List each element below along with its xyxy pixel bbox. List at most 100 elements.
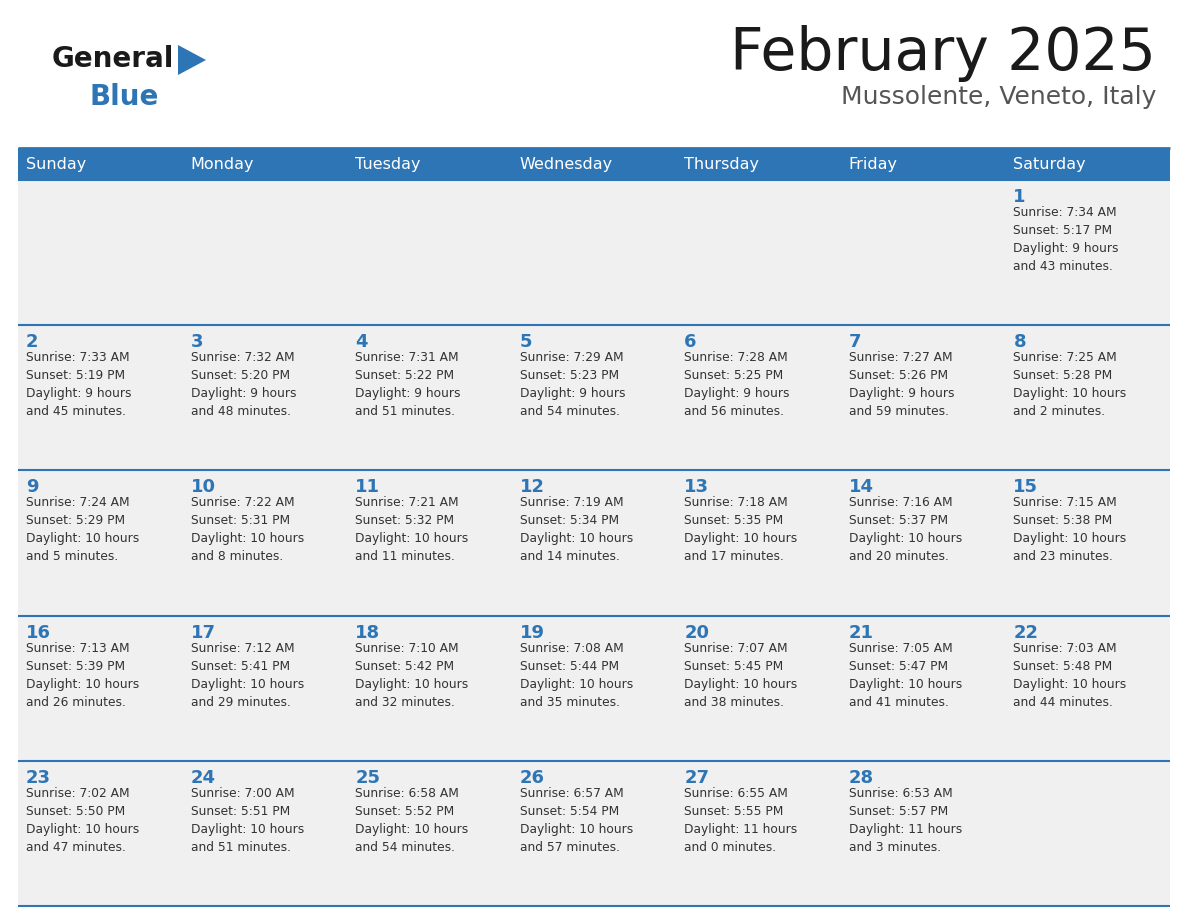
Bar (18, 325, 183, 470)
Text: Blue: Blue (90, 83, 159, 111)
Text: Sunrise: 7:31 AM
Sunset: 5:22 PM
Daylight: 9 hours
and 51 minutes.: Sunrise: 7:31 AM Sunset: 5:22 PM Dayligh… (355, 352, 461, 419)
Text: Sunrise: 7:34 AM
Sunset: 5:17 PM
Daylight: 9 hours
and 43 minutes.: Sunrise: 7:34 AM Sunset: 5:17 PM Dayligh… (1013, 206, 1119, 273)
Text: Sunrise: 7:21 AM
Sunset: 5:32 PM
Daylight: 10 hours
and 11 minutes.: Sunrise: 7:21 AM Sunset: 5:32 PM Dayligh… (355, 497, 468, 564)
Bar (841, 761, 1005, 906)
Bar (183, 761, 347, 906)
Text: Sunrise: 7:28 AM
Sunset: 5:25 PM
Daylight: 9 hours
and 56 minutes.: Sunrise: 7:28 AM Sunset: 5:25 PM Dayligh… (684, 352, 790, 419)
Text: 10: 10 (190, 478, 215, 497)
Text: 13: 13 (684, 478, 709, 497)
Text: 26: 26 (519, 768, 545, 787)
Text: 4: 4 (355, 333, 367, 352)
Text: Saturday: Saturday (1013, 156, 1086, 172)
Bar (676, 148, 841, 180)
Text: 18: 18 (355, 623, 380, 642)
Text: 1: 1 (1013, 188, 1026, 206)
Text: 27: 27 (684, 768, 709, 787)
Text: Sunrise: 7:12 AM
Sunset: 5:41 PM
Daylight: 10 hours
and 29 minutes.: Sunrise: 7:12 AM Sunset: 5:41 PM Dayligh… (190, 642, 304, 709)
Text: 7: 7 (849, 333, 861, 352)
Bar (347, 470, 512, 616)
Bar (841, 325, 1005, 470)
Bar (18, 470, 183, 616)
Bar (18, 148, 183, 180)
Bar (183, 470, 347, 616)
Text: 9: 9 (26, 478, 38, 497)
Text: 21: 21 (849, 623, 874, 642)
Bar (347, 616, 512, 761)
Bar (1005, 616, 1170, 761)
Bar (676, 470, 841, 616)
Bar (512, 761, 676, 906)
Bar (676, 616, 841, 761)
Text: 11: 11 (355, 478, 380, 497)
Bar (676, 180, 841, 325)
Bar (347, 325, 512, 470)
Text: Tuesday: Tuesday (355, 156, 421, 172)
Text: 14: 14 (849, 478, 874, 497)
Bar (18, 616, 183, 761)
Text: Sunrise: 7:15 AM
Sunset: 5:38 PM
Daylight: 10 hours
and 23 minutes.: Sunrise: 7:15 AM Sunset: 5:38 PM Dayligh… (1013, 497, 1126, 564)
Bar (347, 180, 512, 325)
Bar (18, 761, 183, 906)
Text: Sunrise: 7:29 AM
Sunset: 5:23 PM
Daylight: 9 hours
and 54 minutes.: Sunrise: 7:29 AM Sunset: 5:23 PM Dayligh… (519, 352, 625, 419)
Text: 25: 25 (355, 768, 380, 787)
Text: 8: 8 (1013, 333, 1026, 352)
Bar (512, 325, 676, 470)
Text: Sunrise: 7:27 AM
Sunset: 5:26 PM
Daylight: 9 hours
and 59 minutes.: Sunrise: 7:27 AM Sunset: 5:26 PM Dayligh… (849, 352, 954, 419)
Bar (676, 325, 841, 470)
Text: Sunrise: 7:05 AM
Sunset: 5:47 PM
Daylight: 10 hours
and 41 minutes.: Sunrise: 7:05 AM Sunset: 5:47 PM Dayligh… (849, 642, 962, 709)
Bar (512, 470, 676, 616)
Text: 3: 3 (190, 333, 203, 352)
Text: Sunday: Sunday (26, 156, 87, 172)
Bar (512, 180, 676, 325)
Text: 12: 12 (519, 478, 545, 497)
Bar (1005, 148, 1170, 180)
Text: Wednesday: Wednesday (519, 156, 613, 172)
Text: 6: 6 (684, 333, 697, 352)
Text: 24: 24 (190, 768, 215, 787)
Text: Sunrise: 7:02 AM
Sunset: 5:50 PM
Daylight: 10 hours
and 47 minutes.: Sunrise: 7:02 AM Sunset: 5:50 PM Dayligh… (26, 787, 139, 854)
Text: Sunrise: 7:19 AM
Sunset: 5:34 PM
Daylight: 10 hours
and 14 minutes.: Sunrise: 7:19 AM Sunset: 5:34 PM Dayligh… (519, 497, 633, 564)
Bar (676, 761, 841, 906)
Bar (1005, 180, 1170, 325)
Text: 17: 17 (190, 623, 215, 642)
Text: Sunrise: 7:32 AM
Sunset: 5:20 PM
Daylight: 9 hours
and 48 minutes.: Sunrise: 7:32 AM Sunset: 5:20 PM Dayligh… (190, 352, 296, 419)
Bar (841, 180, 1005, 325)
Bar (18, 180, 183, 325)
Text: General: General (52, 45, 175, 73)
Text: 20: 20 (684, 623, 709, 642)
Bar (841, 470, 1005, 616)
Text: 2: 2 (26, 333, 38, 352)
Text: Sunrise: 6:58 AM
Sunset: 5:52 PM
Daylight: 10 hours
and 54 minutes.: Sunrise: 6:58 AM Sunset: 5:52 PM Dayligh… (355, 787, 468, 854)
Text: Sunrise: 7:18 AM
Sunset: 5:35 PM
Daylight: 10 hours
and 17 minutes.: Sunrise: 7:18 AM Sunset: 5:35 PM Dayligh… (684, 497, 797, 564)
Bar (347, 148, 512, 180)
Text: Sunrise: 7:10 AM
Sunset: 5:42 PM
Daylight: 10 hours
and 32 minutes.: Sunrise: 7:10 AM Sunset: 5:42 PM Dayligh… (355, 642, 468, 709)
Bar (347, 761, 512, 906)
Bar (1005, 325, 1170, 470)
Text: Sunrise: 7:03 AM
Sunset: 5:48 PM
Daylight: 10 hours
and 44 minutes.: Sunrise: 7:03 AM Sunset: 5:48 PM Dayligh… (1013, 642, 1126, 709)
Bar (183, 180, 347, 325)
Bar (183, 148, 347, 180)
Text: Sunrise: 6:57 AM
Sunset: 5:54 PM
Daylight: 10 hours
and 57 minutes.: Sunrise: 6:57 AM Sunset: 5:54 PM Dayligh… (519, 787, 633, 854)
Text: 5: 5 (519, 333, 532, 352)
Text: Sunrise: 7:00 AM
Sunset: 5:51 PM
Daylight: 10 hours
and 51 minutes.: Sunrise: 7:00 AM Sunset: 5:51 PM Dayligh… (190, 787, 304, 854)
Text: February 2025: February 2025 (731, 25, 1156, 82)
Text: 22: 22 (1013, 623, 1038, 642)
Text: 19: 19 (519, 623, 545, 642)
Text: Thursday: Thursday (684, 156, 759, 172)
Text: Sunrise: 7:08 AM
Sunset: 5:44 PM
Daylight: 10 hours
and 35 minutes.: Sunrise: 7:08 AM Sunset: 5:44 PM Dayligh… (519, 642, 633, 709)
Text: Mussolente, Veneto, Italy: Mussolente, Veneto, Italy (841, 85, 1156, 109)
Text: Sunrise: 7:22 AM
Sunset: 5:31 PM
Daylight: 10 hours
and 8 minutes.: Sunrise: 7:22 AM Sunset: 5:31 PM Dayligh… (190, 497, 304, 564)
Bar (183, 325, 347, 470)
Text: Sunrise: 7:25 AM
Sunset: 5:28 PM
Daylight: 10 hours
and 2 minutes.: Sunrise: 7:25 AM Sunset: 5:28 PM Dayligh… (1013, 352, 1126, 419)
Text: Sunrise: 7:33 AM
Sunset: 5:19 PM
Daylight: 9 hours
and 45 minutes.: Sunrise: 7:33 AM Sunset: 5:19 PM Dayligh… (26, 352, 132, 419)
Bar (512, 616, 676, 761)
Text: Sunrise: 6:53 AM
Sunset: 5:57 PM
Daylight: 11 hours
and 3 minutes.: Sunrise: 6:53 AM Sunset: 5:57 PM Dayligh… (849, 787, 962, 854)
Text: 28: 28 (849, 768, 874, 787)
Bar (183, 616, 347, 761)
Text: Sunrise: 7:07 AM
Sunset: 5:45 PM
Daylight: 10 hours
and 38 minutes.: Sunrise: 7:07 AM Sunset: 5:45 PM Dayligh… (684, 642, 797, 709)
Text: Sunrise: 7:13 AM
Sunset: 5:39 PM
Daylight: 10 hours
and 26 minutes.: Sunrise: 7:13 AM Sunset: 5:39 PM Dayligh… (26, 642, 139, 709)
Text: Monday: Monday (190, 156, 254, 172)
Bar (512, 148, 676, 180)
Bar (841, 148, 1005, 180)
Polygon shape (178, 45, 206, 75)
